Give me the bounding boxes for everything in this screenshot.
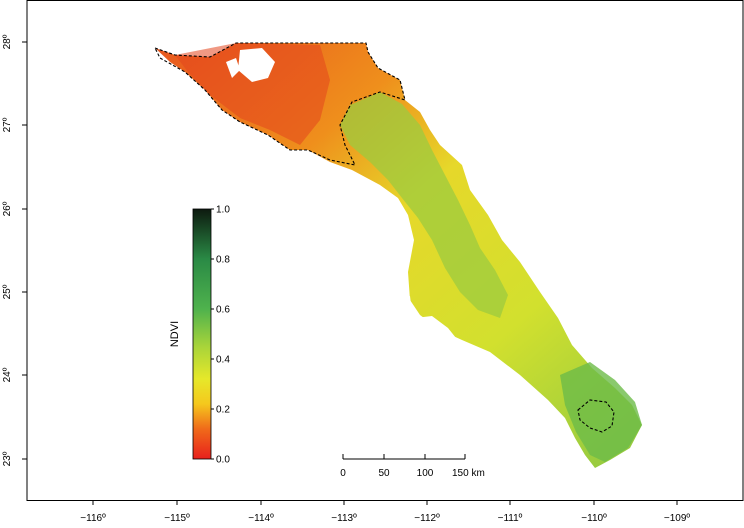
scale-bar: 0 50 100 150 km bbox=[340, 454, 485, 479]
x-tick-label: −114º bbox=[248, 513, 274, 524]
y-tick-label: 28º bbox=[2, 34, 13, 49]
y-tick-label: 25º bbox=[2, 284, 13, 299]
y-tick-label: 26º bbox=[2, 201, 13, 216]
scale-label-150: 150 km bbox=[452, 468, 485, 479]
desert-north bbox=[175, 43, 330, 145]
legend-title: NDVI bbox=[169, 321, 181, 347]
legend-tick-label: 1.0 bbox=[216, 205, 230, 216]
protected-areas bbox=[153, 42, 615, 433]
lagoon-ojo bbox=[226, 58, 240, 78]
peninsula-shape bbox=[155, 43, 642, 468]
legend-tick-label: 0.2 bbox=[216, 405, 230, 416]
lagoon-coast bbox=[402, 296, 412, 312]
lagoon-magdalena bbox=[415, 316, 456, 340]
lagoon-north bbox=[238, 48, 275, 82]
vegetation-cape bbox=[560, 362, 642, 462]
x-tick-label: −110º bbox=[581, 513, 607, 524]
legend-tick-label: 0.6 bbox=[216, 305, 230, 316]
scale-label-100: 100 bbox=[417, 468, 434, 479]
ndvi-legend: 0.0 0.2 0.4 0.6 0.8 1.0 NDVI bbox=[169, 205, 230, 466]
legend-colorbar bbox=[192, 208, 212, 460]
x-tick-label: −111º bbox=[498, 513, 523, 524]
legend-tick-label: 0.8 bbox=[216, 255, 230, 266]
scale-label-50: 50 bbox=[378, 468, 390, 479]
peninsula-landmass bbox=[155, 43, 642, 468]
x-tick-label: −116º bbox=[80, 513, 106, 524]
x-tick-label: −113º bbox=[331, 513, 357, 524]
legend-tick-label: 0.4 bbox=[216, 355, 230, 366]
protected-area-laguna bbox=[577, 399, 615, 433]
y-axis: 23º 24º 25º 26º 27º 28º bbox=[2, 34, 27, 466]
y-tick-label: 24º bbox=[2, 367, 13, 382]
x-tick-label: −109º bbox=[664, 513, 691, 524]
y-tick-label: 27º bbox=[2, 117, 13, 132]
legend-tick-label: 0.0 bbox=[216, 455, 230, 466]
scale-label-0: 0 bbox=[340, 468, 346, 479]
protected-area-vizcaino bbox=[153, 42, 406, 166]
vegetation-central bbox=[340, 92, 508, 318]
y-tick-label: 23º bbox=[2, 451, 13, 466]
x-tick-label: −115º bbox=[164, 513, 190, 524]
x-tick-label: −112º bbox=[414, 513, 440, 524]
x-axis: −116º −115º −114º −113º −112º −111º −110º −109º bbox=[27, 500, 743, 524]
